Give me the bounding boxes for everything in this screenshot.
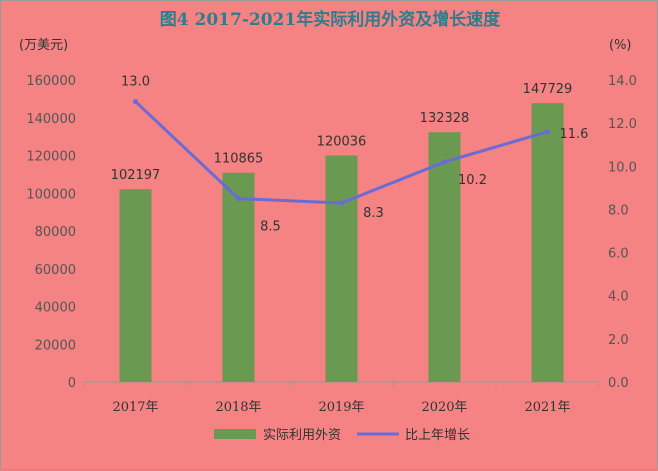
x-axis-tick-label: 2017年: [112, 400, 158, 415]
right-axis-tick-label: 12.0: [608, 117, 637, 132]
right-axis-unit: (%): [609, 38, 632, 53]
bar-value-label: 110865: [214, 152, 264, 167]
left-axis-unit: (万美元): [19, 38, 68, 53]
bar: [222, 172, 255, 382]
bar: [428, 132, 461, 382]
bar-value-label: 120036: [317, 134, 367, 149]
x-axis-tick-label: 2020年: [421, 400, 467, 415]
growth-value-label: 10.2: [458, 173, 487, 188]
right-axis-tick-label: 10.0: [608, 160, 637, 175]
x-axis-tick-label: 2021年: [524, 400, 570, 415]
growth-point: [545, 129, 550, 135]
right-axis-tick-label: 8.0: [608, 203, 629, 218]
bar-value-label: 132328: [420, 111, 470, 126]
left-axis-tick-label: 100000: [26, 187, 76, 202]
left-axis-tick-label: 40000: [35, 301, 76, 316]
right-axis-tick-label: 14.0: [608, 74, 637, 89]
legend: 实际利用外资 比上年增长: [214, 428, 470, 443]
growth-value-label: 8.3: [363, 206, 384, 221]
x-axis-tick-label: 2019年: [318, 400, 364, 415]
bar-value-label: 147729: [523, 82, 573, 97]
growth-point: [442, 159, 447, 165]
left-axis-tick-label: 80000: [35, 225, 76, 240]
left-axis-tick-label: 0: [68, 376, 76, 391]
x-axis-ticks: 2017年 2018年 2019年 2020年 2021年: [83, 382, 600, 415]
chart-title: 图4 2017-2021年实际利用外资及增长速度: [160, 9, 501, 30]
legend-line-label: 比上年增长: [405, 428, 470, 443]
x-axis-tick-label: 2018年: [215, 400, 261, 415]
left-axis-tick-label: 20000: [35, 338, 76, 353]
growth-point: [133, 99, 138, 105]
left-axis-tick-label: 60000: [35, 263, 76, 278]
left-axis-tick-label: 120000: [26, 150, 76, 165]
left-axis-tick-label: 140000: [26, 112, 76, 127]
growth-point: [339, 200, 344, 206]
bar: [325, 155, 358, 382]
bar: [531, 103, 564, 383]
legend-bar-swatch: [214, 429, 256, 439]
right-axis-ticks: 0.0 2.0 4.0 6.0 8.0 10.0 12.0 14.0: [608, 74, 637, 391]
legend-bar-label: 实际利用外资: [263, 428, 341, 443]
growth-value-label: 11.6: [560, 127, 589, 142]
bar-series: [119, 103, 564, 383]
bar-value-label: 102197: [111, 168, 161, 183]
right-axis-tick-label: 6.0: [608, 247, 629, 262]
right-axis-tick-label: 2.0: [608, 333, 629, 348]
growth-point: [236, 196, 241, 202]
bar-data-labels: 102197 110865 120036 132328 147729: [111, 82, 573, 183]
bar: [119, 189, 152, 382]
left-axis-tick-label: 160000: [26, 74, 76, 89]
right-axis-tick-label: 4.0: [608, 290, 629, 305]
line-data-labels: 13.0 8.5 8.3 10.2 11.6: [121, 75, 588, 235]
growth-value-label: 8.5: [260, 220, 281, 235]
line-series: [133, 99, 550, 206]
left-axis-ticks: 0 20000 40000 60000 80000 100000 120000 140000 1…: [26, 74, 76, 391]
growth-value-label: 13.0: [121, 75, 150, 90]
right-axis-tick-label: 0.0: [608, 376, 629, 391]
